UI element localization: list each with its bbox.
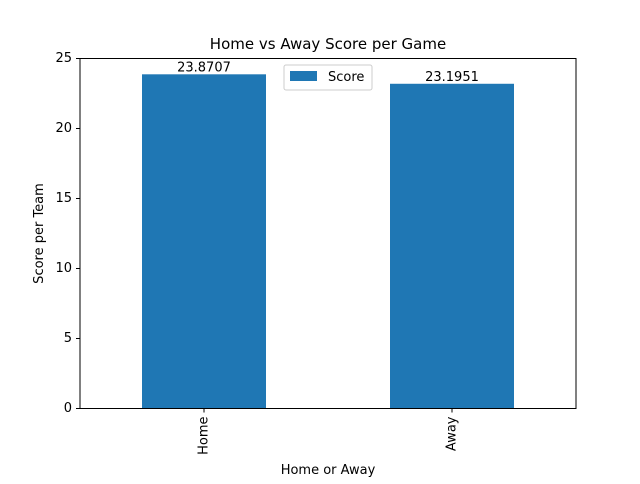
x-axis-label: Home or Away (281, 463, 376, 478)
y-tick-label: 0 (64, 401, 72, 416)
y-tick-label: 10 (55, 261, 72, 276)
legend-swatch (290, 71, 317, 81)
y-tick-label: 15 (55, 191, 72, 206)
legend-label: Score (328, 70, 364, 85)
bar-value-label: 23.8707 (177, 60, 231, 75)
bar-home (142, 74, 266, 408)
x-tick-label: Away (445, 416, 460, 451)
chart-title: Home vs Away Score per Game (210, 35, 446, 53)
y-axis-label: Score per Team (32, 183, 47, 284)
y-tick-label: 5 (64, 331, 72, 346)
y-tick-label: 20 (55, 121, 72, 136)
bars-layer (142, 74, 514, 408)
legend: Score (284, 65, 372, 90)
bar-value-label: 23.1951 (425, 70, 479, 85)
x-tick-label: Home (197, 416, 212, 454)
bar-away (390, 84, 514, 409)
y-tick-label: 25 (55, 51, 72, 66)
